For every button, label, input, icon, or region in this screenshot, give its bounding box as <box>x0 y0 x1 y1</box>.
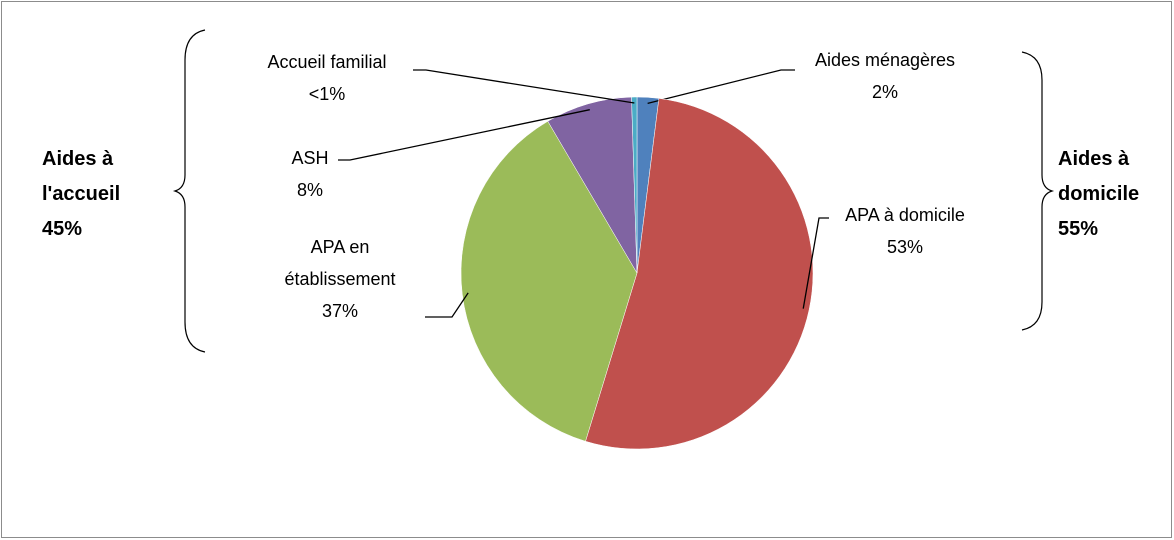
data-label: Accueil familial <1% <box>267 46 386 110</box>
leader-line <box>413 69 635 104</box>
annotation-line: Aides à <box>42 148 114 170</box>
category-label: Accueil familial <box>267 52 387 72</box>
value-label: <1% <box>308 84 346 104</box>
category-label: Aides ménagères <box>814 50 956 70</box>
annotation-line: Aides à <box>1058 148 1130 170</box>
data-label: APA en établissement 37% <box>270 231 410 327</box>
data-label: APA à domicile 53% <box>845 199 965 263</box>
right-brace <box>1021 51 1055 331</box>
left-brace <box>172 29 206 353</box>
category-label: APA en établissement <box>284 237 396 289</box>
leader-line <box>338 109 590 161</box>
value-label: 8% <box>296 180 324 200</box>
annotation-line: l'accueil <box>42 183 121 205</box>
value-label: 53% <box>886 237 924 257</box>
group-annotation: Aides à domicile 55% <box>1058 142 1139 247</box>
pie-slice <box>631 96 638 274</box>
annotation-line: domicile <box>1058 183 1140 205</box>
pie-slice <box>585 98 814 450</box>
value-label: 37% <box>321 301 359 321</box>
category-label: APA à domicile <box>845 205 965 225</box>
category-label: ASH <box>291 148 329 168</box>
data-label: ASH 8% <box>291 142 328 206</box>
data-label: Aides ménagères 2% <box>815 44 955 108</box>
group-annotation: Aides à l'accueil 45% <box>42 142 120 247</box>
value-label: 2% <box>871 82 898 102</box>
annotation-line: 45% <box>42 218 83 240</box>
pie-slice <box>460 120 638 442</box>
leader-line <box>802 217 829 309</box>
leader-line <box>425 292 469 318</box>
leader-line <box>647 69 795 104</box>
annotation-line: 55% <box>1058 218 1099 240</box>
